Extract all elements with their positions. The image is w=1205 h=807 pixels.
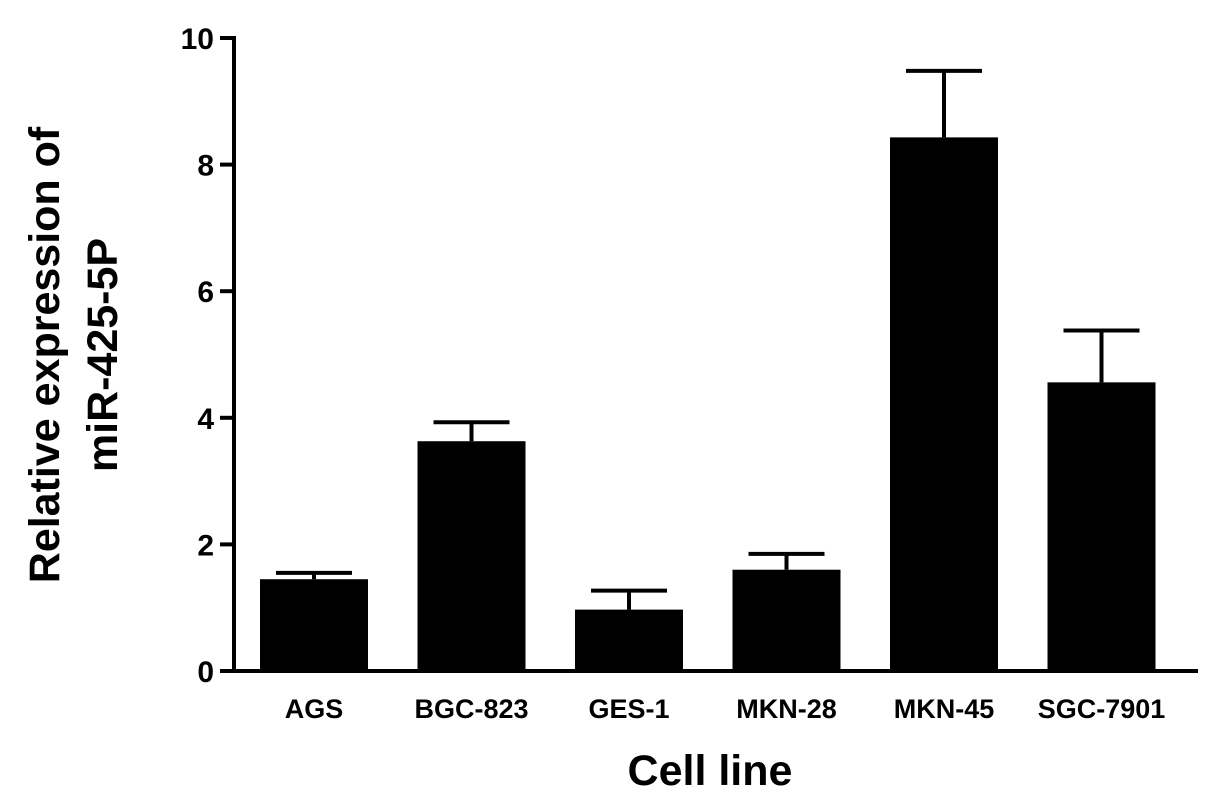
- y-tick-label-8: 8: [197, 150, 214, 183]
- error-bars: [276, 68, 1140, 610]
- y-tick-label-4: 4: [197, 403, 214, 436]
- bar-ges-1: [575, 609, 683, 671]
- bar-mkn-45: [890, 137, 998, 672]
- y-tick-label-2: 2: [197, 529, 214, 562]
- bar-sgc-7901: [1047, 382, 1156, 671]
- bar-bgc-823: [417, 441, 526, 671]
- bars: [260, 137, 1156, 672]
- y-axis-title-line-2: miR-425-5P: [79, 238, 127, 472]
- bar-ags: [260, 579, 368, 671]
- x-axis-title: Cell line: [628, 747, 793, 795]
- y-tick-label-0: 0: [197, 656, 214, 689]
- y-axis-title-line-1: Relative expression of: [21, 126, 69, 583]
- x-tick-label-ges-1: GES-1: [588, 694, 669, 724]
- y-tick-label-10: 10: [181, 23, 214, 56]
- x-tick-label-sgc-7901: SGC-7901: [1038, 694, 1166, 724]
- bar-mkn-28: [732, 569, 841, 671]
- y-tick-label-6: 6: [197, 276, 214, 309]
- y-ticks: 0 2 4 6 8 10: [181, 23, 234, 689]
- x-tick-label-mkn-28: MKN-28: [736, 694, 837, 724]
- x-tick-label-bgc-823: BGC-823: [414, 694, 528, 724]
- x-tick-label-mkn-45: MKN-45: [894, 694, 995, 724]
- x-tick-labels: AGS BGC-823 GES-1 MKN-28 MKN-45 SGC-7901: [285, 694, 1166, 724]
- x-tick-label-ags: AGS: [285, 694, 344, 724]
